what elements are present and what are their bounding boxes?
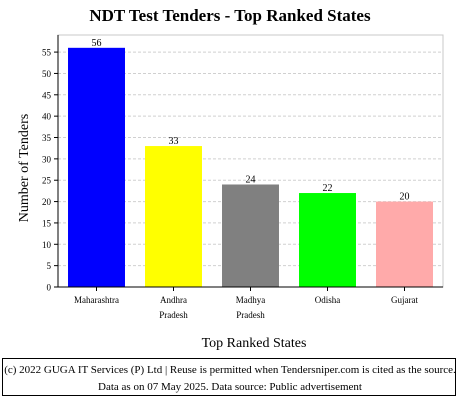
y-axis-label: Number of Tenders	[17, 114, 32, 222]
y-tick-label: 45	[42, 90, 52, 100]
y-tick-label: 40	[42, 112, 52, 122]
bars: 56 33 24 22 20	[68, 38, 433, 287]
y-tick-label: 15	[42, 218, 52, 228]
y-tick-label: 30	[42, 154, 52, 164]
x-tick-label: Maharashtra	[74, 295, 119, 305]
bar	[376, 201, 433, 287]
bar	[222, 184, 279, 287]
x-tick-label: Madhya	[236, 295, 266, 305]
y-tick-label: 50	[42, 69, 52, 79]
bar-value-label: 33	[169, 136, 179, 147]
bar	[68, 47, 125, 287]
x-tick-label: Odisha	[315, 295, 341, 305]
bar	[299, 193, 356, 287]
y-tick-label: 0	[47, 283, 52, 293]
bar-value-label: 56	[92, 38, 102, 49]
x-axis-label: Top Ranked States	[202, 336, 307, 351]
y-tick-label: 10	[42, 240, 52, 250]
bar-value-label: 20	[400, 192, 410, 203]
y-tick-label: 25	[42, 176, 52, 186]
x-tick-label: Pradesh	[236, 310, 265, 320]
y-tick-label: 5	[47, 261, 52, 271]
footer: (c) 2022 GUGA IT Services (P) Ltd | Reus…	[2, 358, 456, 396]
x-tick-label: Andhra	[160, 295, 187, 305]
x-tick-label: Pradesh	[159, 310, 188, 320]
y-tick-label: 20	[42, 197, 52, 207]
footer-text: (c) 2022 GUGA IT Services (P) Ltd | Reus…	[4, 364, 456, 393]
bar	[145, 146, 202, 287]
x-tick-label: Gujarat	[391, 295, 418, 305]
bar-value-label: 24	[246, 174, 256, 185]
axes: 0 5 10 15 20 25 30 35 40 45 50 55 Maharashtra Andhra P…	[42, 35, 443, 320]
y-tick-label: 35	[42, 133, 52, 143]
bar-chart: 56 33 24 22 20 0 5 10 15 20 25 30 35 40 45 50 55 Maharas…	[17, 34, 444, 351]
chart-title: NDT Test Tenders - Top Ranked States	[89, 6, 371, 25]
y-tick-label: 55	[42, 48, 52, 58]
bar-value-label: 22	[323, 183, 333, 194]
